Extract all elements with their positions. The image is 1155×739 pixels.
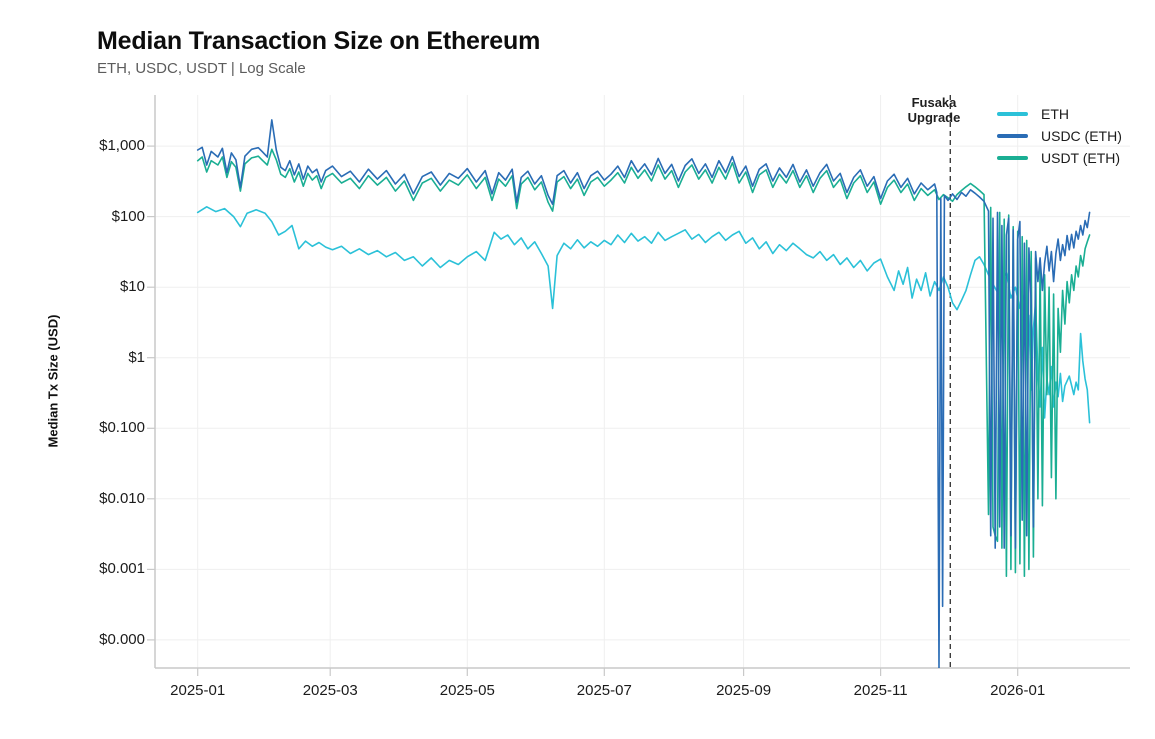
chart-subtitle: ETH, USDC, USDT | Log Scale (97, 60, 306, 77)
legend-label: USDC (ETH) (1041, 128, 1122, 144)
y-tick-label: $1 (128, 348, 145, 366)
legend-swatch-icon (997, 112, 1028, 116)
chart-title: Median Transaction Size on Ethereum (97, 27, 541, 55)
y-tick-label: $1,000 (99, 137, 145, 155)
gridlines (155, 95, 1130, 668)
legend-swatch-icon (997, 134, 1028, 138)
y-tick-label: $0.010 (99, 489, 145, 507)
y-tick-label: $0.100 (99, 419, 145, 437)
series-line-usdt-eth (196, 148, 1091, 578)
legend-item: USDT (ETH) (997, 147, 1122, 169)
y-tick-label: $0.001 (99, 560, 145, 578)
y-tick-label: $10 (119, 278, 145, 296)
axes (147, 95, 1130, 676)
series-line-usdc-eth (196, 119, 1091, 668)
x-tick-label: 2025-11 (853, 682, 908, 699)
legend-swatch-icon (997, 156, 1028, 160)
fusaka-upgrade-annotation: Fusaka Upgrade (874, 95, 994, 125)
y-tick-label: $100 (111, 207, 145, 225)
legend-label: ETH (1041, 106, 1069, 122)
legend-label: USDT (ETH) (1041, 150, 1121, 166)
x-tick-label: 2025-03 (302, 682, 358, 699)
y-tick-label: $0.000 (99, 630, 145, 648)
x-tick-label: 2025-05 (439, 682, 495, 699)
series-line-eth (196, 206, 1091, 424)
x-tick-label: 2026-01 (990, 682, 1046, 699)
x-tick-label: 2025-01 (170, 682, 226, 699)
legend-item: USDC (ETH) (997, 125, 1122, 147)
x-tick-label: 2025-09 (716, 682, 772, 699)
fusaka-upgrade-annotation-line: Upgrade (907, 110, 961, 125)
legend-item: ETH (997, 103, 1122, 125)
legend: ETH USDC (ETH) USDT (ETH) (997, 103, 1122, 169)
x-tick-label: 2025-07 (576, 682, 632, 699)
fusaka-upgrade-annotation-line: Fusaka (911, 95, 957, 110)
